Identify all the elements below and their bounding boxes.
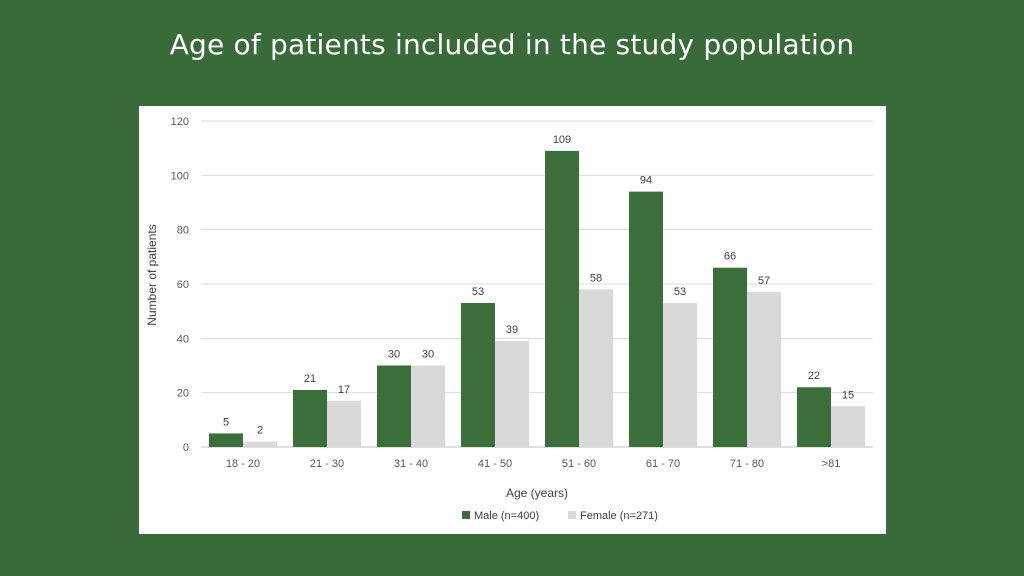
bar-chart: 0 20 40 60 80 100 120 5 2 21 17 30 30 53 39 109 58 94 53 6… [145,116,873,522]
data-label: 30 [388,349,400,361]
chart-panel: 0 20 40 60 80 100 120 5 2 21 17 30 30 53 39 109 58 94 53 6… [139,106,886,534]
bar-female [243,441,277,447]
bar-female [663,303,697,447]
data-label: 22 [808,370,820,382]
legend-label: Female (n=271) [580,510,658,522]
data-label: 53 [472,286,484,298]
y-tick-label: 80 [177,225,189,237]
y-tick-labels: 0 20 40 60 80 100 120 [171,116,189,454]
x-tick-label: 61 - 70 [646,458,680,470]
bar-male [293,389,327,447]
x-tick-label: 18 - 20 [226,458,260,470]
y-tick-label: 40 [177,333,189,345]
bar-male [713,267,747,447]
y-tick-label: 100 [171,170,189,182]
data-label: 57 [758,275,770,287]
data-labels: 5 2 21 17 30 30 53 39 109 58 94 53 66 57 22 15 [223,134,854,437]
data-label: 17 [338,384,350,396]
bar-male [209,433,243,447]
y-tick-label: 60 [177,279,189,291]
y-tick-label: 120 [171,116,189,128]
x-axis-title: Age (years) [506,486,568,500]
data-label: 5 [223,416,229,428]
x-tick-labels: 18 - 20 21 - 30 31 - 40 41 - 50 51 - 60 61 - … [226,458,840,470]
bar-male [629,191,663,447]
data-label: 39 [506,324,518,336]
data-label: 2 [257,425,263,437]
x-tick-label: 31 - 40 [394,458,428,470]
legend-label: Male (n=400) [474,510,539,522]
bars [209,150,865,447]
data-label: 15 [842,389,854,401]
data-label: 30 [422,349,434,361]
bar-female [579,289,613,447]
data-label: 21 [304,373,316,385]
data-label: 94 [640,175,652,187]
x-tick-label: 71 - 80 [730,458,764,470]
legend-swatch [462,511,470,519]
bar-female [747,292,781,447]
y-axis-title: Number of patients [145,224,159,325]
slide-title: Age of patients included in the study po… [169,28,855,61]
bar-male [461,303,495,447]
data-label: 66 [724,251,736,263]
x-tick-label: 21 - 30 [310,458,344,470]
bar-male [545,150,579,447]
bar-female [327,400,361,447]
x-tick-label: >81 [822,458,841,470]
legend-swatch [568,511,576,519]
bar-female [495,341,529,447]
bar-male [377,365,411,447]
bar-female [831,406,865,447]
bar-female [411,365,445,447]
x-tick-label: 41 - 50 [478,458,512,470]
data-label: 53 [674,286,686,298]
y-tick-label: 0 [183,442,189,454]
bar-male [797,387,831,447]
x-tick-label: 51 - 60 [562,458,596,470]
y-tick-label: 20 [177,388,189,400]
data-label: 109 [553,134,571,146]
data-label: 58 [590,272,602,284]
legend: Male (n=400) Female (n=271) [462,510,658,522]
